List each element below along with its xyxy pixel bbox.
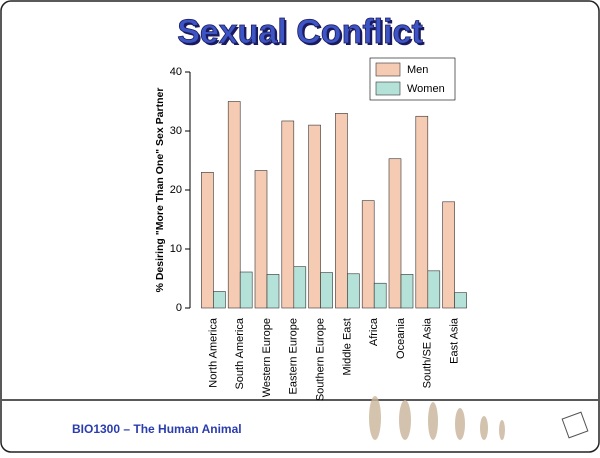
bar <box>293 266 307 309</box>
y-tick-label: 30 <box>170 125 182 137</box>
y-tick-label: 0 <box>176 302 182 314</box>
x-tick-label: North America <box>207 317 219 388</box>
bar <box>415 115 429 309</box>
y-axis-label: % Desiring "More Than One" Sex Partner <box>154 88 166 293</box>
x-tick-label: South/SE Asia <box>422 317 434 388</box>
bar <box>266 274 280 309</box>
y-tick-label: 10 <box>170 243 182 255</box>
bar <box>388 158 402 309</box>
x-tick-label: Africa <box>368 317 380 346</box>
bar <box>335 113 348 309</box>
bar <box>347 273 360 309</box>
corner-logo <box>561 411 589 439</box>
footer-text: BIO1300 – The Human Animal <box>72 422 242 436</box>
bar <box>239 271 253 309</box>
title-shadow: Sexual Conflict <box>179 15 425 53</box>
bar <box>254 170 268 309</box>
bar <box>320 272 333 309</box>
bar <box>454 292 467 309</box>
legend-swatch <box>375 62 401 77</box>
x-tick-label: Southern Europe <box>315 318 327 401</box>
y-tick-label: 20 <box>170 184 182 196</box>
bar <box>427 270 441 309</box>
legend-swatch <box>375 81 401 96</box>
x-tick-label: Oceania <box>395 317 407 359</box>
bar <box>308 124 321 309</box>
chart-title: Sexual Conflict <box>177 13 423 51</box>
legend-label: Men <box>407 64 428 76</box>
bar <box>213 291 226 309</box>
bar <box>227 101 241 309</box>
x-tick-label: Western Europe <box>261 318 273 397</box>
bar <box>281 120 295 309</box>
x-tick-label: East Asia <box>449 317 461 364</box>
bar <box>373 282 387 309</box>
bar <box>361 200 375 309</box>
legend-label: Women <box>407 83 445 95</box>
bar <box>201 172 214 309</box>
bar <box>400 274 414 309</box>
evolution-figures <box>369 396 505 440</box>
x-tick-label: Middle East <box>341 318 353 375</box>
y-tick-label: 40 <box>170 66 182 78</box>
x-tick-label: Eastern Europe <box>288 318 300 394</box>
bar <box>442 201 455 309</box>
x-tick-label: South America <box>234 317 246 389</box>
